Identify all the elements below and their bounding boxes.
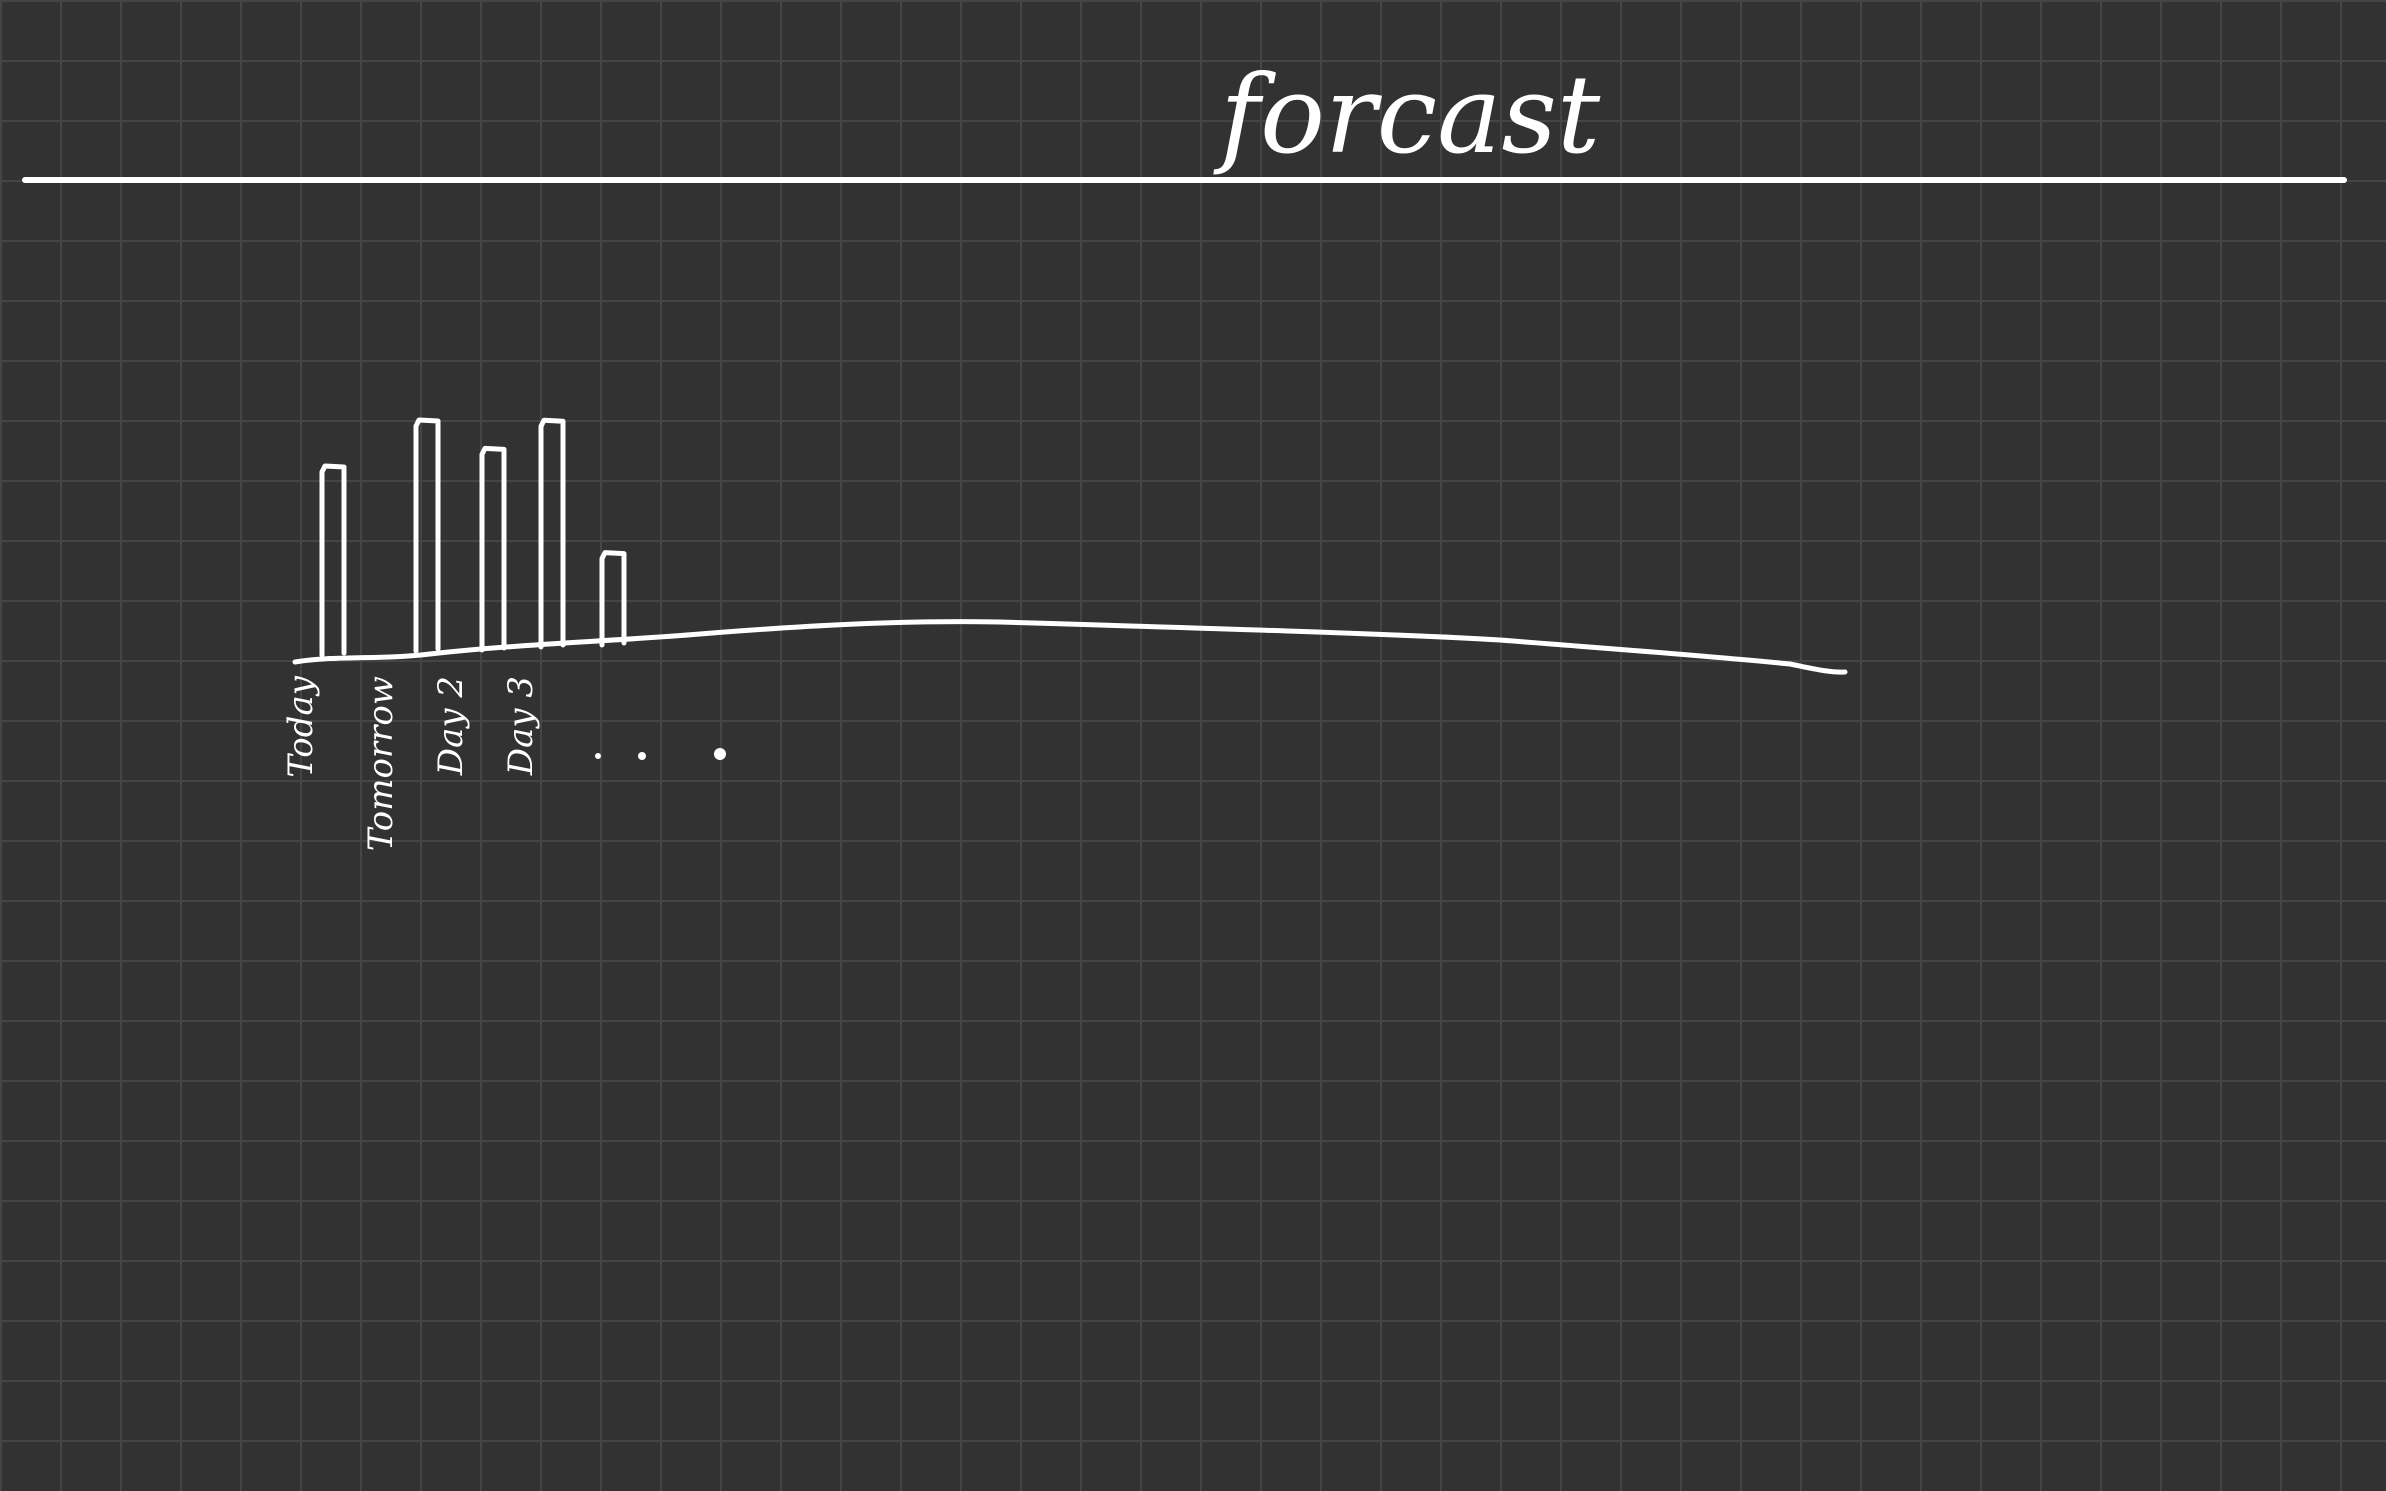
ellipsis-dot bbox=[638, 752, 646, 760]
x-tick-label: Today bbox=[281, 675, 321, 778]
x-axis-labels: Today Tomorrow Day 2 Day 3 bbox=[281, 675, 541, 851]
bar bbox=[413, 417, 441, 654]
ellipsis-dot bbox=[595, 753, 601, 759]
bar bbox=[599, 550, 627, 648]
page-title: forcast bbox=[1213, 53, 1601, 178]
x-tick-label: Day 3 bbox=[501, 676, 541, 776]
bar-group bbox=[319, 417, 627, 658]
ellipsis-dots bbox=[595, 748, 726, 760]
bar bbox=[479, 445, 507, 653]
x-tick-label: Tomorrow bbox=[361, 676, 401, 851]
ellipsis-dot bbox=[714, 748, 726, 760]
bar bbox=[538, 417, 566, 650]
x-tick-label: Day 2 bbox=[431, 676, 471, 776]
bar bbox=[319, 463, 347, 658]
chart-baseline bbox=[292, 619, 1848, 675]
